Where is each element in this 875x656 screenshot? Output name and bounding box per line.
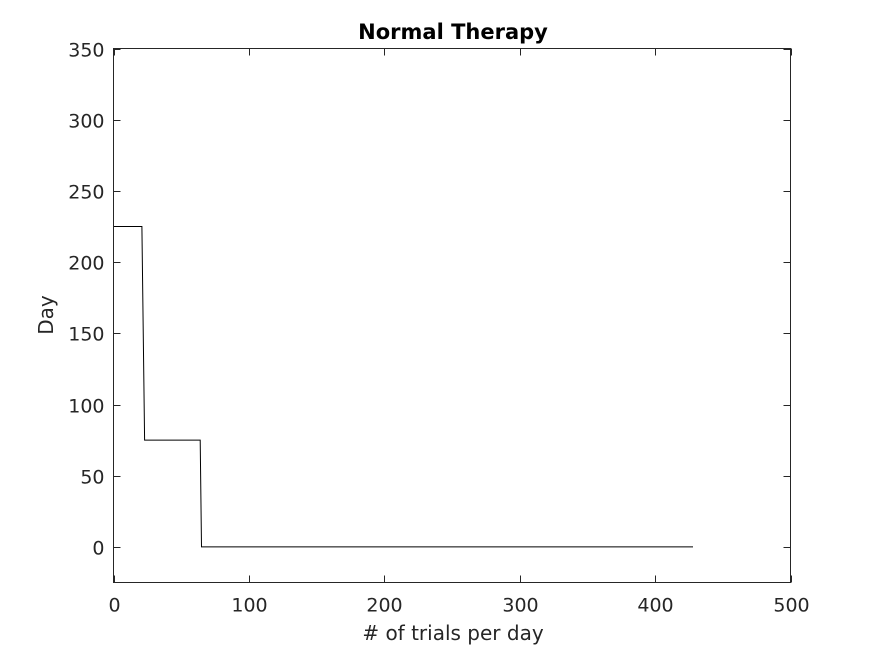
x-axis-label: # of trials per day <box>362 621 543 645</box>
y-tick-label: 250 <box>68 182 104 204</box>
y-axis-label: Day <box>34 295 58 335</box>
x-tick-label: 500 <box>773 595 809 617</box>
series-line <box>113 226 693 548</box>
x-tick-label: 100 <box>231 595 267 617</box>
x-tick-label: 300 <box>502 595 538 617</box>
y-tick-label: 0 <box>92 538 104 560</box>
plot-area-frame <box>113 48 791 583</box>
x-tick-label: 200 <box>366 595 402 617</box>
chart-title: Normal Therapy <box>358 20 548 44</box>
y-tick-label: 50 <box>80 467 104 489</box>
x-tick-label: 400 <box>637 595 673 617</box>
y-tick-label: 300 <box>68 111 104 133</box>
x-axis: 0 100 200 300 400 500 <box>108 48 810 617</box>
x-tick-label: 0 <box>108 595 120 617</box>
series-group <box>113 226 693 548</box>
y-tick-label: 100 <box>68 396 104 418</box>
y-tick-label: 200 <box>68 253 104 275</box>
y-axis: 0 50 100 150 200 250 300 350 <box>68 40 791 560</box>
y-tick-label: 150 <box>68 324 104 346</box>
y-tick-label: 350 <box>68 40 104 62</box>
